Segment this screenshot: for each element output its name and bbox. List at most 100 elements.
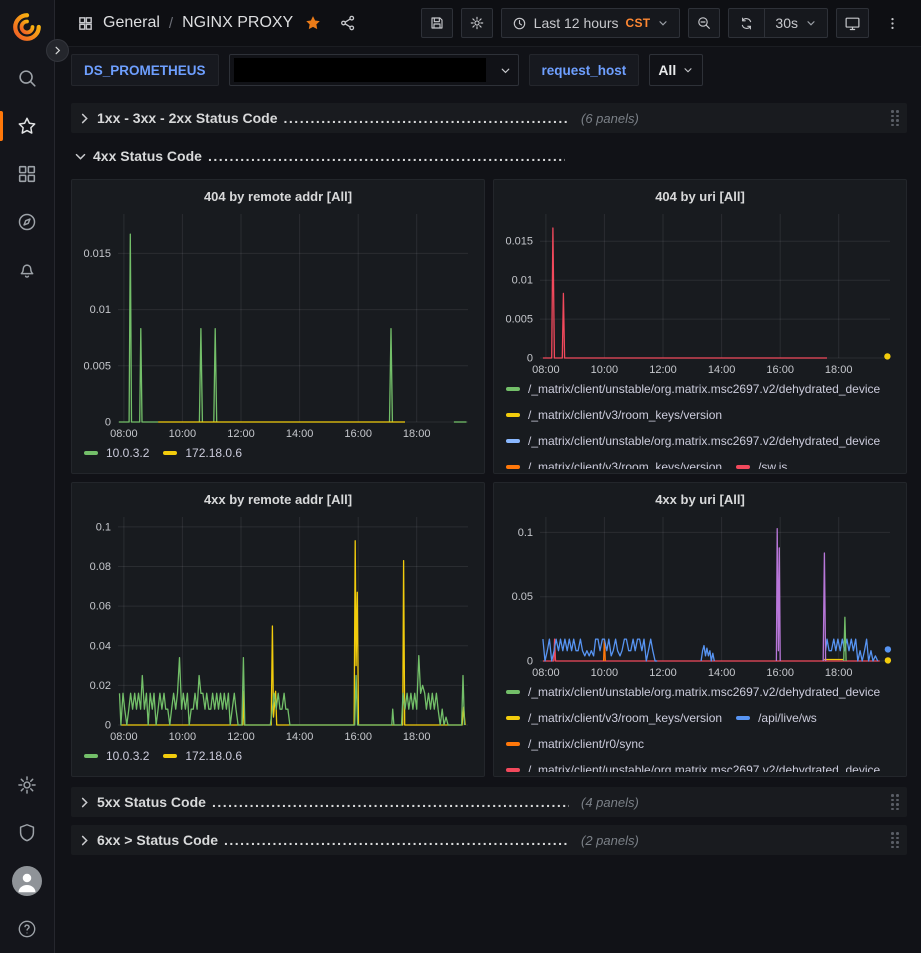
sidebar-item-explore[interactable]	[0, 198, 55, 246]
svg-text:12:00: 12:00	[649, 364, 677, 376]
legend-item[interactable]: /sw.js	[736, 458, 787, 469]
legend-label: /_matrix/client/unstable/org.matrix.msc2…	[528, 684, 881, 699]
legend-swatch	[506, 438, 520, 443]
legend-item[interactable]: /_matrix/client/v3/room_keys/version	[506, 406, 722, 423]
legend-item[interactable]: 172.18.0.6	[163, 747, 242, 764]
legend-item[interactable]: /_matrix/client/v3/room_keys/version	[506, 458, 722, 469]
sidebar-item-server-admin[interactable]	[0, 809, 55, 857]
time-series-chart[interactable]: 0 0.02 0.04 0.06 0.08 0.1 08:00 10:00 12:00 14:00…	[80, 510, 476, 744]
row-1xx-3xx-2xx[interactable]: 1xx - 3xx - 2xx Status Code ............…	[71, 103, 907, 133]
svg-text:10:00: 10:00	[169, 428, 197, 440]
svg-text:0.1: 0.1	[518, 527, 533, 539]
svg-text:18:00: 18:00	[825, 667, 853, 679]
chevron-right-icon	[77, 795, 97, 810]
sidebar-item-dashboards[interactable]	[0, 150, 55, 198]
svg-text:18:00: 18:00	[403, 428, 431, 440]
favorite-star-icon[interactable]	[304, 14, 322, 32]
svg-text:14:00: 14:00	[708, 364, 736, 376]
legend-swatch	[506, 767, 520, 772]
panel-title[interactable]: 404 by uri [All]	[655, 189, 745, 204]
legend-swatch	[84, 450, 98, 455]
legend-item[interactable]: 172.18.0.6	[163, 444, 242, 461]
datasource-select[interactable]	[228, 54, 519, 86]
legend-item[interactable]: /_matrix/client/v3/room_keys/version	[506, 709, 722, 726]
zoom-out-time-button[interactable]	[688, 8, 721, 38]
refresh-interval-select[interactable]: 30s	[764, 9, 827, 37]
variable-label-ds-prometheus[interactable]: DS_PROMETHEUS	[71, 54, 219, 86]
svg-text:08:00: 08:00	[110, 428, 138, 440]
refresh-button[interactable]	[729, 9, 764, 37]
timezone-label: CST	[625, 16, 651, 30]
share-icon[interactable]	[339, 14, 357, 32]
variables-bar: DS_PROMETHEUS request_host All	[55, 47, 921, 93]
save-icon	[431, 17, 443, 29]
save-dashboard-button[interactable]	[420, 8, 453, 38]
row-title-group: 4xx Status Code ........................…	[93, 148, 565, 164]
sidebar-item-search[interactable]	[0, 54, 55, 102]
svg-text:16:00: 16:00	[344, 731, 372, 743]
variable-label-request-host[interactable]: request_host	[528, 54, 640, 86]
svg-text:18:00: 18:00	[825, 364, 853, 376]
svg-text:0: 0	[527, 353, 533, 365]
kebab-menu-button[interactable]	[877, 8, 907, 38]
breadcrumb: General / NGINX PROXY	[77, 14, 421, 32]
tv-mode-button[interactable]	[836, 8, 869, 38]
legend-item[interactable]: /_matrix/client/unstable/org.matrix.msc2…	[506, 380, 880, 397]
time-series-chart[interactable]: 0 0.05 0.1 08:00 10:00 12:00 14:00 16:00 18:00	[502, 510, 898, 680]
datasource-value-redacted	[233, 58, 486, 82]
sidebar-item-help[interactable]	[0, 905, 55, 953]
breadcrumb-dashboard[interactable]: NGINX PROXY	[182, 14, 294, 31]
toolbar-actions: Last 12 hours CST	[420, 8, 907, 38]
dashboard-body: 1xx - 3xx - 2xx Status Code ............…	[55, 103, 921, 855]
time-series-chart[interactable]: 0 0.005 0.01 0.015 08:00 10:00 12:00 14:00 16:00…	[502, 207, 898, 377]
chevron-down-icon	[659, 21, 668, 26]
legend-swatch	[736, 464, 751, 469]
row-title: 6xx > Status Code	[97, 832, 218, 848]
refresh-picker: 30s	[728, 8, 828, 38]
legend-item[interactable]: /_matrix/client/unstable/org.matrix.msc2…	[506, 683, 880, 700]
panel-title[interactable]: 4xx by remote addr [All]	[203, 492, 353, 507]
legend-swatch	[506, 741, 520, 746]
time-range-button[interactable]: Last 12 hours CST	[502, 9, 680, 37]
sidebar-item-starred[interactable]	[0, 102, 55, 150]
legend-item[interactable]: 10.0.3.2	[84, 444, 149, 461]
legend-label: /_matrix/client/unstable/org.matrix.msc2…	[528, 433, 881, 448]
legend-label: 10.0.3.2	[106, 445, 150, 460]
chevron-down-icon	[684, 68, 692, 73]
chevron-right-icon	[55, 46, 61, 55]
row-4xx[interactable]: 4xx Status Code ........................…	[71, 141, 907, 171]
sidebar-item-profile[interactable]	[0, 857, 55, 905]
chevron-down-icon	[807, 21, 815, 26]
request-host-value: All	[658, 62, 677, 78]
row-drag-handle[interactable]	[891, 110, 899, 126]
legend-item[interactable]: /_matrix/client/unstable/org.matrix.msc2…	[506, 761, 880, 772]
legend-label: 172.18.0.6	[185, 748, 243, 763]
sidebar	[0, 0, 55, 953]
breadcrumb-folder[interactable]: General	[103, 14, 160, 31]
legend-swatch	[84, 753, 98, 758]
legend-item[interactable]: 10.0.3.2	[84, 747, 149, 764]
legend-item[interactable]: /api/live/ws	[736, 709, 817, 726]
legend-item[interactable]: /_matrix/client/r0/sync	[506, 735, 644, 752]
apps-grid-icon	[79, 16, 92, 30]
legend-label: /_matrix/client/v3/room_keys/version	[528, 710, 723, 725]
sidebar-expand-button[interactable]	[46, 39, 69, 62]
panel-title[interactable]: 4xx by uri [All]	[655, 492, 745, 507]
sidebar-item-alerting[interactable]	[0, 246, 55, 294]
row-drag-handle[interactable]	[891, 794, 899, 810]
sidebar-item-configuration[interactable]	[0, 761, 55, 809]
bell-icon	[20, 264, 34, 278]
dashboard-settings-button[interactable]	[460, 8, 493, 38]
row-leader-dots: ........................................…	[224, 832, 569, 848]
panel-title[interactable]: 404 by remote addr [All]	[203, 189, 353, 204]
legend-label: 10.0.3.2	[106, 748, 150, 763]
row-5xx[interactable]: 5xx Status Code ........................…	[71, 787, 907, 817]
grafana-logo[interactable]	[0, 0, 55, 54]
row-drag-handle[interactable]	[891, 832, 899, 848]
legend-swatch	[736, 715, 751, 720]
request-host-select[interactable]: All	[649, 54, 704, 86]
legend-item[interactable]: /_matrix/client/unstable/org.matrix.msc2…	[506, 432, 880, 449]
time-series-chart[interactable]: 0 0.005 0.01 0.015 08:00 10:00 12:00 14:00 16:00…	[80, 207, 476, 441]
row-6xx[interactable]: 6xx > Status Code ......................…	[71, 825, 907, 855]
